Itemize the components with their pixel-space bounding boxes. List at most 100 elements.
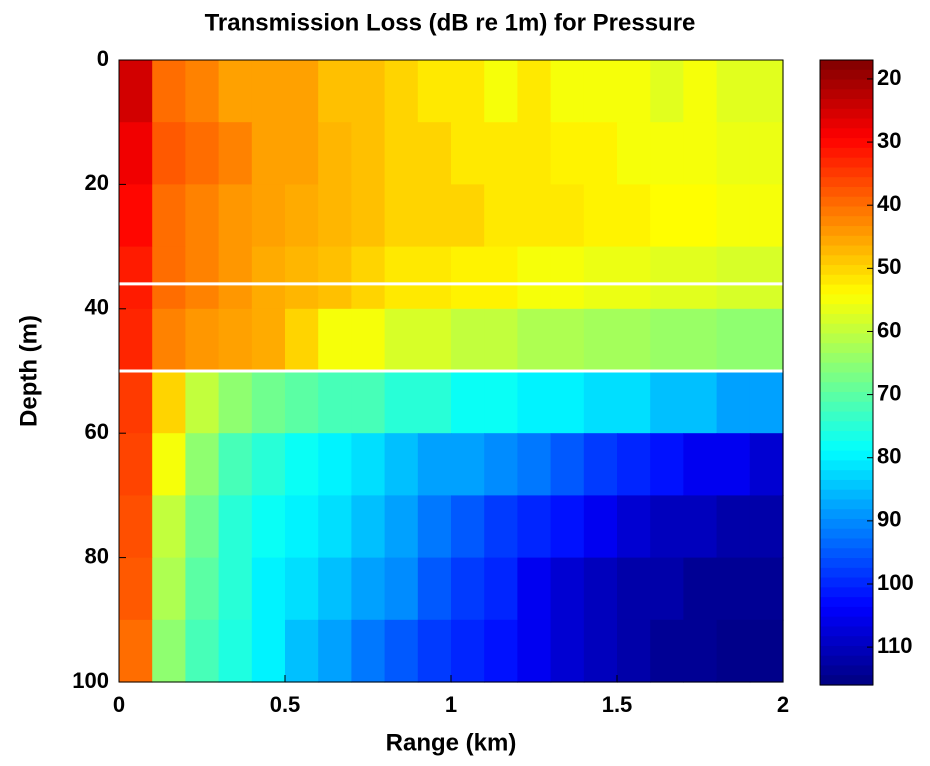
heatmap-cell	[749, 60, 784, 123]
colorbar-segment	[820, 186, 873, 198]
heatmap-cell	[351, 557, 386, 621]
colorbar-segment	[820, 616, 873, 628]
heatmap-cell	[318, 122, 352, 185]
heatmap-cell	[251, 371, 286, 434]
heatmap-cell	[583, 246, 618, 310]
heatmap-cell	[218, 122, 253, 185]
heatmap-cell	[318, 433, 352, 496]
heatmap-cell	[285, 371, 319, 434]
heatmap-cell	[285, 619, 319, 683]
y-tick-label: 20	[85, 170, 109, 195]
heatmap-cell	[749, 557, 784, 621]
heatmap-cell	[716, 184, 751, 248]
colorbar-segment	[820, 147, 873, 159]
colorbar-segment	[820, 518, 873, 530]
heatmap-cell	[550, 557, 585, 621]
heatmap-cell	[583, 60, 618, 123]
colorbar-tick-label: 90	[877, 507, 901, 532]
heatmap-cell	[318, 557, 352, 621]
heatmap-cell	[583, 619, 618, 683]
colorbar-tick-label: 60	[877, 317, 901, 342]
colorbar-tick-label: 110	[877, 633, 913, 658]
heatmap-cell	[484, 60, 518, 123]
heatmap-cell	[318, 184, 352, 248]
heatmap-cell	[749, 122, 784, 185]
heatmap-cell	[185, 308, 220, 372]
colorbar-segment	[820, 157, 873, 169]
colorbar-segment	[820, 99, 873, 110]
colorbar-segment	[820, 313, 873, 325]
heatmap-cell	[451, 122, 485, 185]
colorbar-segment	[820, 597, 873, 608]
heatmap-cell	[351, 619, 386, 683]
heatmap-cell	[351, 60, 386, 123]
heatmap-cell	[617, 184, 651, 248]
heatmap-cell	[218, 495, 253, 559]
heatmap-cell	[650, 60, 684, 123]
heatmap-cell	[119, 122, 153, 185]
heatmap-cell	[650, 619, 684, 683]
heatmap-cell	[384, 495, 419, 559]
heatmap-cell	[119, 557, 153, 621]
x-axis-label: Range (km)	[386, 729, 517, 756]
colorbar-segment	[820, 284, 873, 295]
heatmap-cell	[119, 246, 153, 310]
heatmap-cell	[583, 371, 618, 434]
colorbar-segment	[820, 587, 873, 598]
heatmap-cell	[119, 619, 153, 683]
heatmap-cell	[484, 371, 518, 434]
heatmap-cell	[318, 60, 352, 123]
heatmap-cell	[417, 60, 452, 123]
chart-title: Transmission Loss (dB re 1m) for Pressur…	[205, 9, 696, 36]
colorbar-segment	[820, 304, 873, 315]
heatmap-cell	[384, 308, 419, 372]
heatmap-cell	[650, 433, 684, 496]
y-tick-label: 60	[85, 419, 109, 444]
heatmap-cell	[384, 371, 419, 434]
heatmap-cell	[484, 246, 518, 310]
colorbar-tick-label: 80	[877, 444, 901, 469]
heatmap-cell	[185, 433, 220, 496]
heatmap-cell	[716, 308, 751, 372]
heatmap-cell	[617, 246, 651, 310]
heatmap-cell	[683, 433, 718, 496]
colorbar-tick-label: 100	[877, 570, 914, 595]
heatmap-cell	[417, 246, 452, 310]
colorbar-tick-label: 70	[877, 380, 901, 405]
colorbar-segment	[820, 509, 873, 520]
colorbar-segment	[820, 558, 873, 569]
heatmap-cell	[451, 60, 485, 123]
heatmap-cell	[683, 60, 718, 123]
heatmap-cell	[185, 60, 220, 123]
heatmap-cell	[484, 619, 518, 683]
heatmap-cell	[285, 60, 319, 123]
heatmap-cell	[251, 433, 286, 496]
heatmap-cell	[617, 308, 651, 372]
heatmap-cell	[617, 557, 651, 621]
colorbar-segment	[820, 372, 873, 383]
heatmap-cell	[583, 433, 618, 496]
heatmap-cell	[484, 308, 518, 372]
heatmap-cell	[583, 184, 618, 248]
heatmap-cell	[484, 495, 518, 559]
colorbar-tick-label: 20	[877, 65, 901, 90]
heatmap-cell	[550, 184, 585, 248]
heatmap-cell	[517, 60, 552, 123]
heatmap-cell	[583, 495, 618, 559]
heatmap-cell	[617, 371, 651, 434]
heatmap-cell	[583, 557, 618, 621]
heatmap-cell	[251, 184, 286, 248]
colorbar-segment	[820, 401, 873, 413]
heatmap-cell	[351, 246, 386, 310]
colorbar-segment	[820, 421, 873, 432]
heatmap-cell	[650, 495, 684, 559]
heatmap-cell	[119, 184, 153, 248]
heatmap-cell	[318, 308, 352, 372]
colorbar-segment	[820, 440, 873, 452]
colorbar-segment	[820, 60, 873, 71]
colorbar-segment	[820, 226, 873, 237]
colorbar-segment	[820, 343, 873, 354]
colorbar-segment	[820, 655, 873, 667]
heatmap-cell	[517, 371, 552, 434]
heatmap-cell	[749, 184, 784, 248]
